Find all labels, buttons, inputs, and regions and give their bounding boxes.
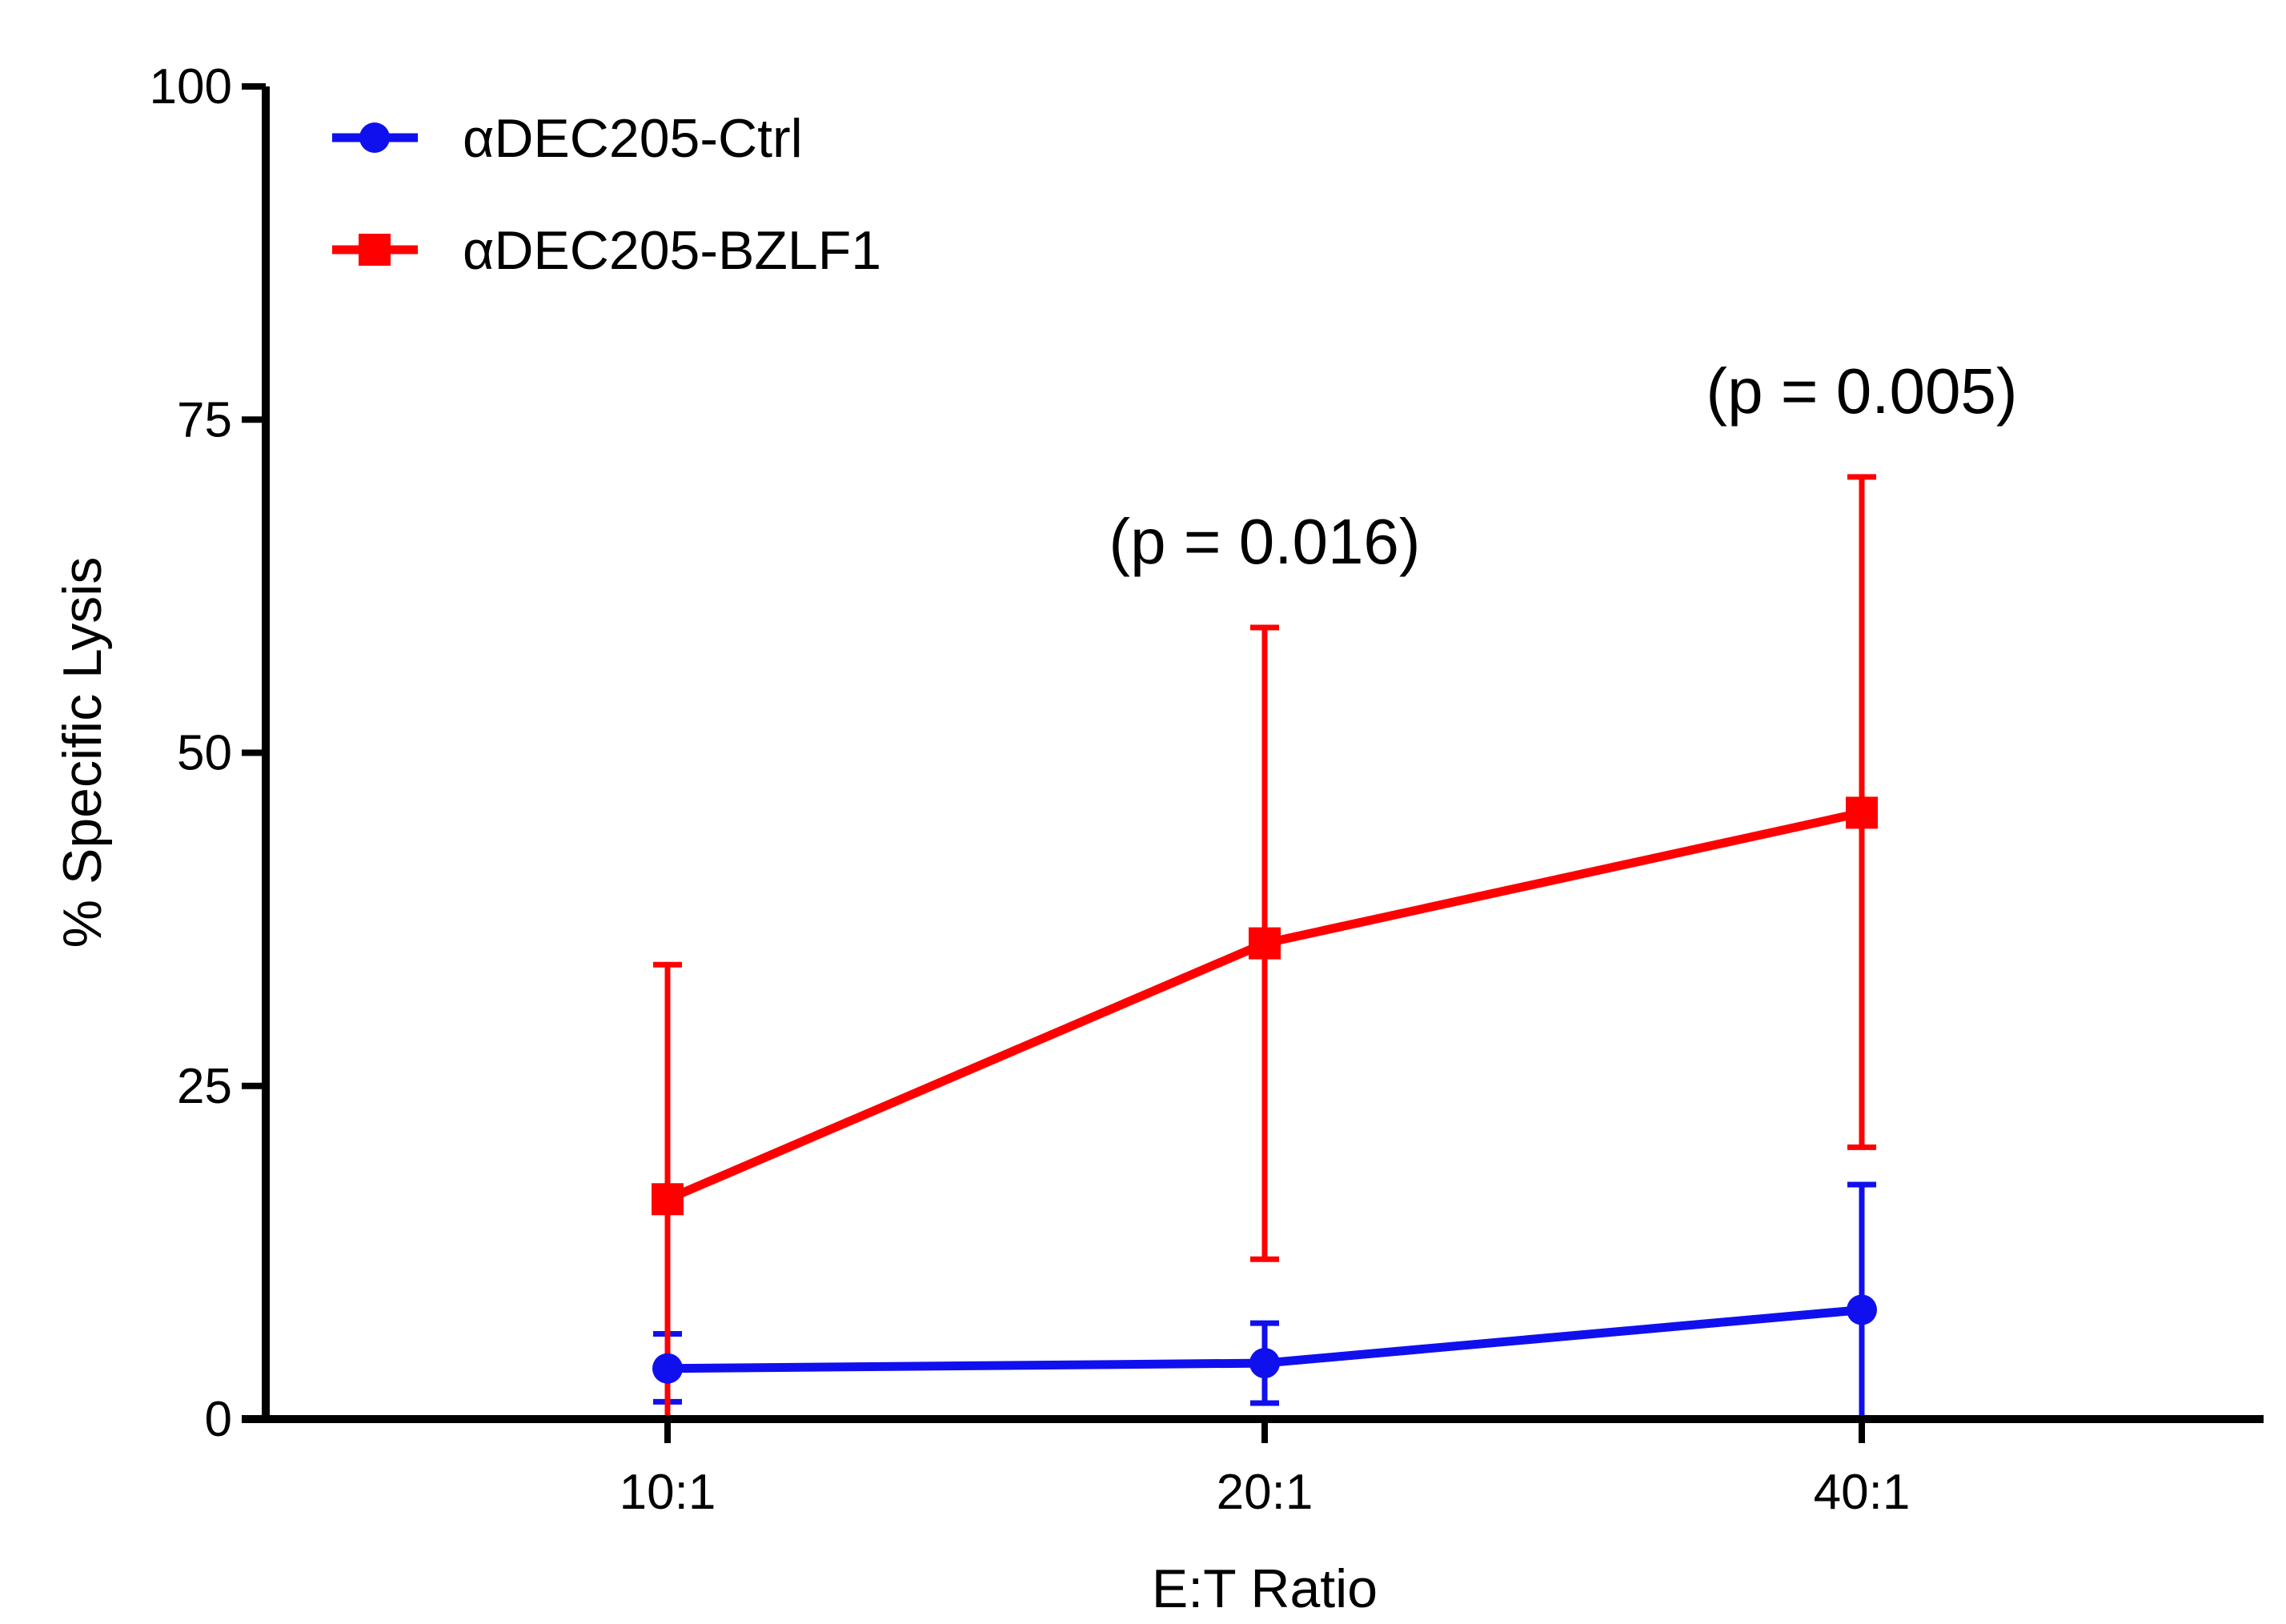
y-axis-ticks: 0 25 50 75 100 [150,59,266,1447]
y-axis-title: % Specific Lysis [52,557,113,948]
data-point-bzlf1 [652,1183,684,1216]
y-tick-label: 0 [205,1392,232,1447]
x-tick-label: 20:1 [1217,1465,1313,1520]
y-tick-label: 100 [150,59,232,114]
data-point-ctrl [652,1353,683,1384]
p-value-label: (p = 0.016) [1109,506,1420,577]
y-tick-label: 75 [177,392,232,447]
legend-marker-bzlf1 [359,234,391,266]
data-point-ctrl [1249,1348,1280,1379]
legend-label-ctrl: αDEC205-Ctrl [463,108,803,169]
y-tick-label: 25 [177,1059,232,1114]
data-markers [652,796,1878,1384]
axes [242,86,2264,1423]
legend-marker-ctrl [359,122,390,153]
data-point-ctrl [1847,1294,1877,1325]
x-tick-label: 40:1 [1814,1465,1911,1520]
legend-label-bzlf1: αDEC205-BZLF1 [463,220,881,281]
p-value-label: (p = 0.005) [1706,355,2017,427]
data-point-bzlf1 [1846,796,1878,829]
data-point-bzlf1 [1249,927,1281,960]
p-value-annotations: (p = 0.016) (p = 0.005) [1109,355,2017,577]
legend: αDEC205-Ctrl αDEC205-BZLF1 [332,108,881,281]
y-tick-label: 50 [177,726,232,781]
x-axis-title: E:T Ratio [1152,1558,1378,1619]
x-axis-ticks: 10:1 20:1 40:1 [620,1419,1911,1520]
x-tick-label: 10:1 [620,1465,716,1520]
